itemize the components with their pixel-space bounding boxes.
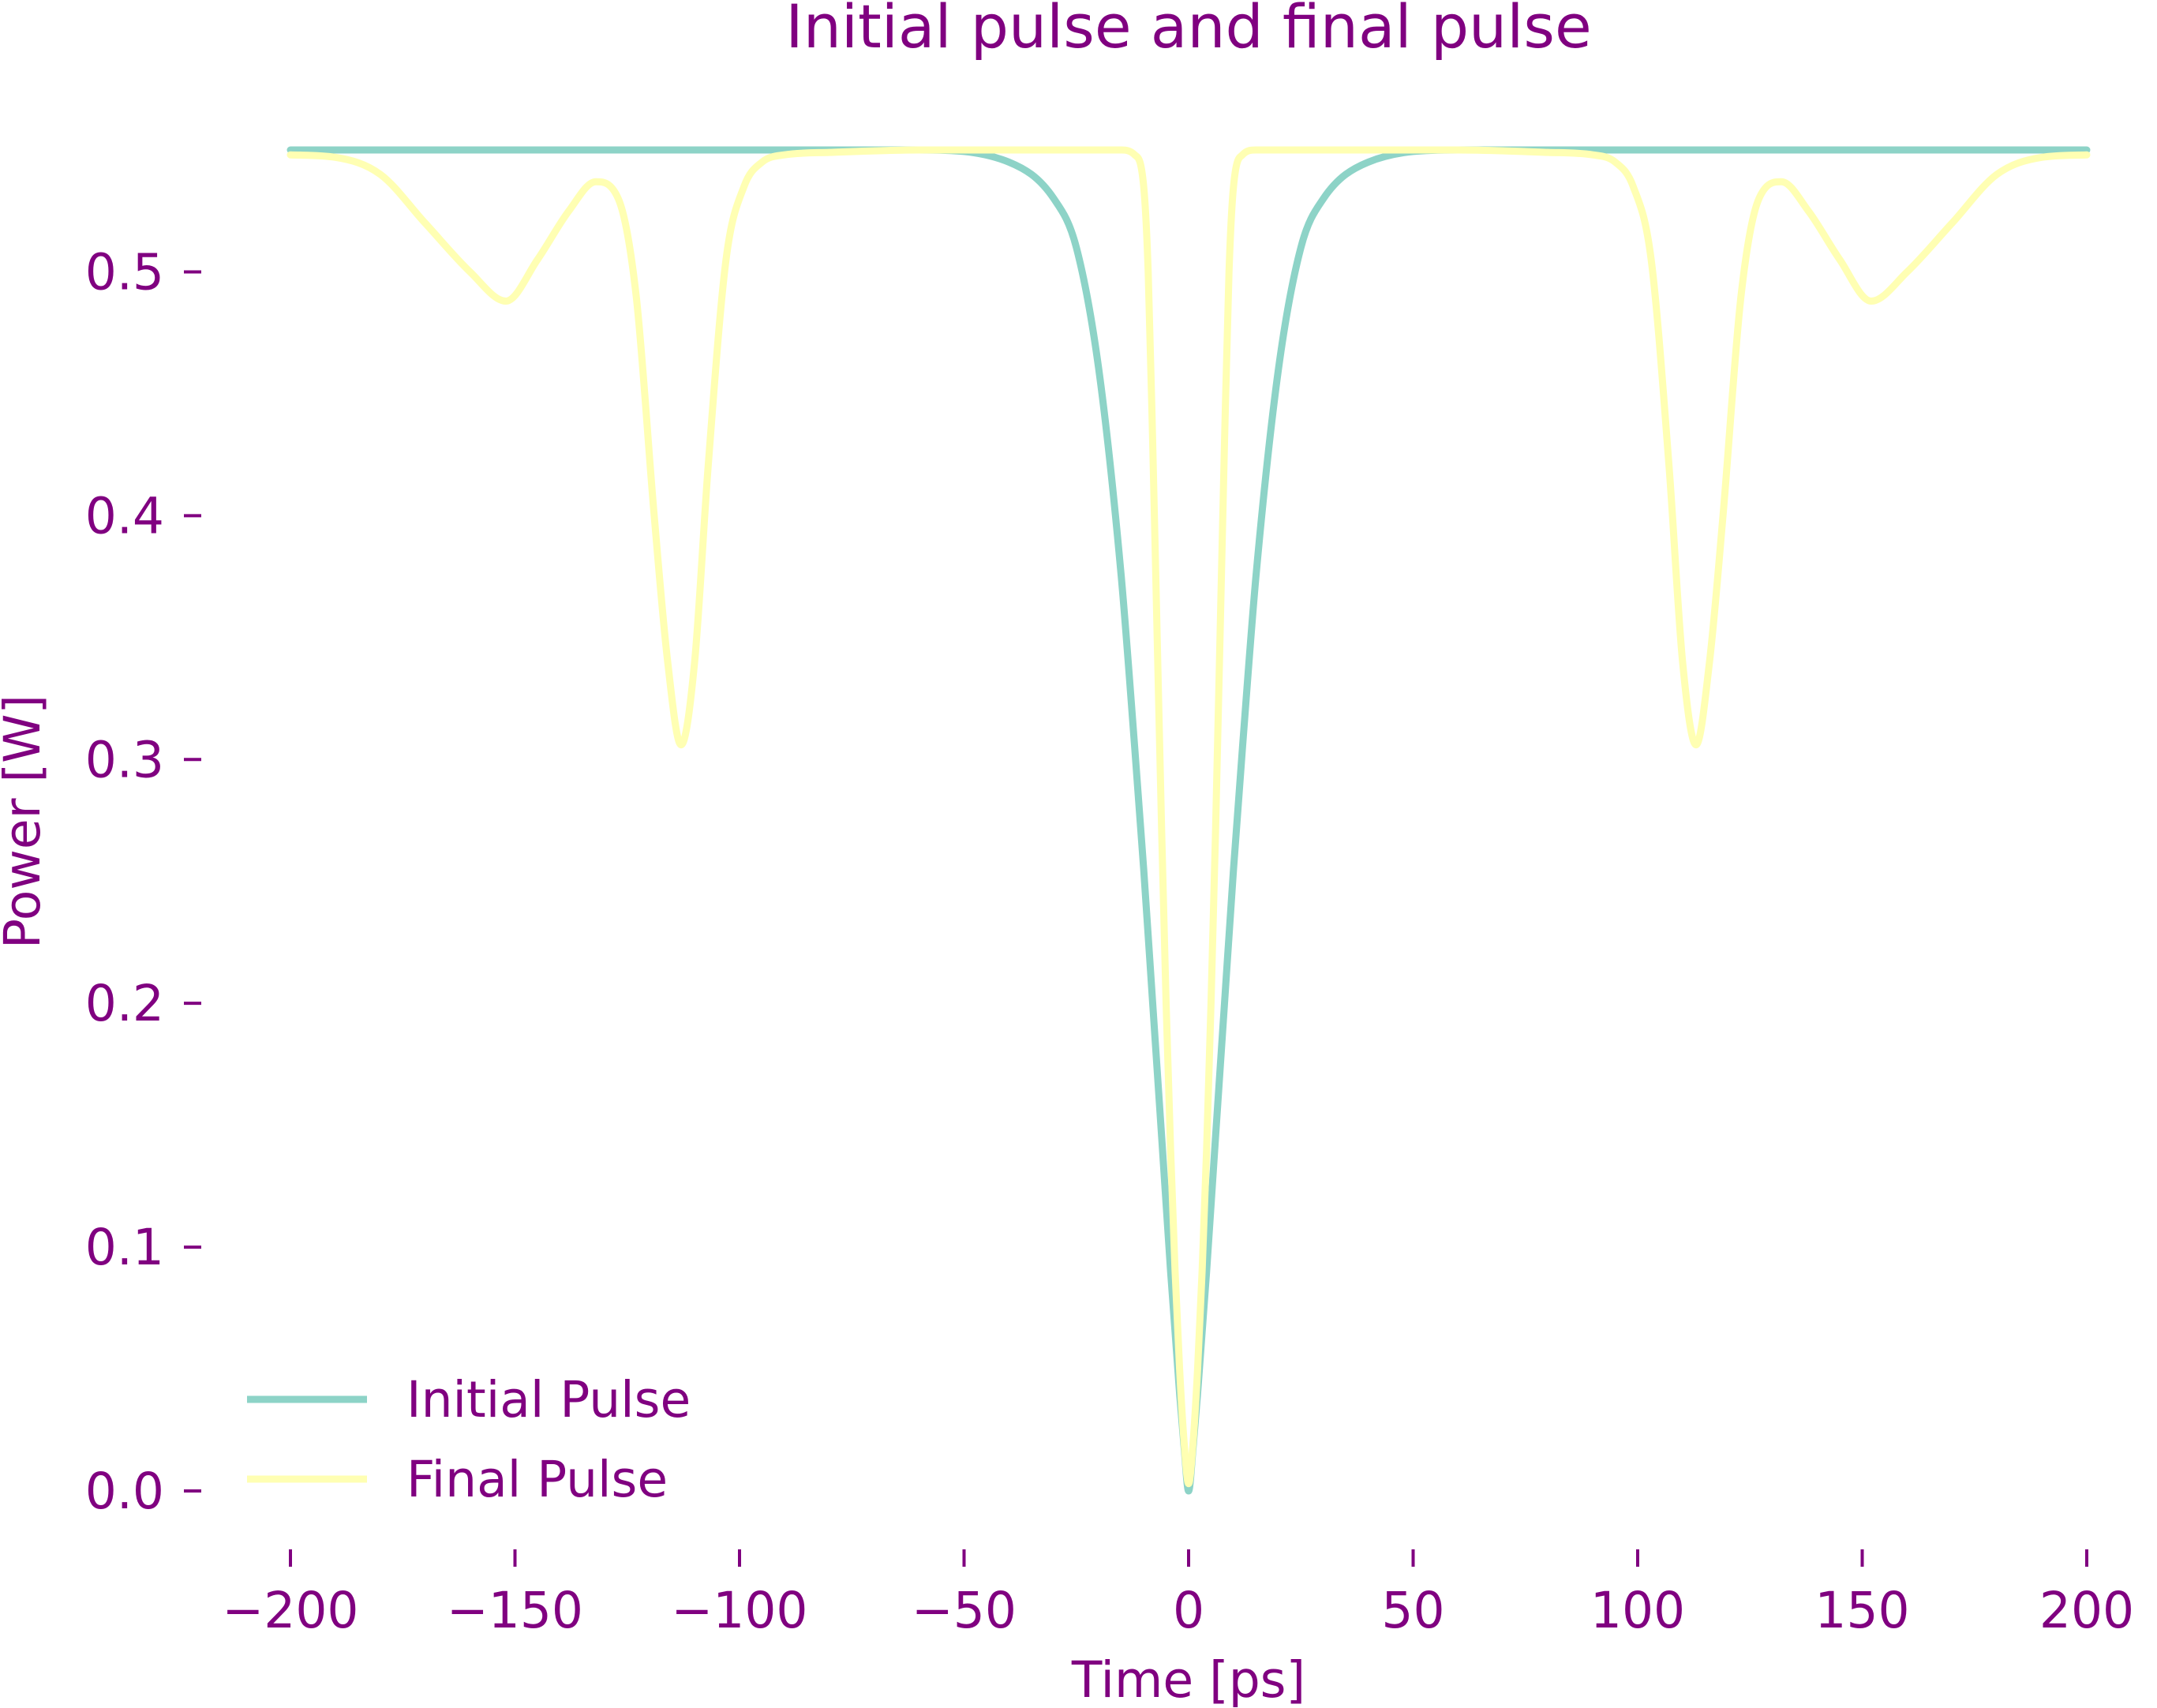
- x-axis-ticks: −200 −150 −100 −50 0 50 100 150 200: [222, 1549, 2134, 1639]
- legend: Initial Pulse Final Pulse: [247, 1371, 691, 1508]
- x-tick-label: 150: [1814, 1582, 1909, 1639]
- x-tick-label: 0: [1173, 1582, 1204, 1639]
- x-tick-label: 50: [1381, 1582, 1444, 1639]
- x-tick-label: −50: [912, 1582, 1017, 1639]
- y-tick-label: 0.4: [85, 487, 164, 545]
- y-tick-label: 0.2: [85, 975, 164, 1032]
- x-tick-label: −200: [222, 1582, 358, 1639]
- chart-title: Initial pulse and final pulse: [785, 0, 1591, 62]
- legend-label: Initial Pulse: [406, 1371, 691, 1429]
- plot-area: [286, 146, 2091, 1495]
- y-tick-label: 0.1: [85, 1219, 164, 1276]
- x-axis-label: Time [ps]: [1071, 1651, 1305, 1708]
- y-tick-label: 0.5: [85, 243, 164, 301]
- legend-label: Final Pulse: [406, 1451, 668, 1508]
- x-tick-label: −100: [671, 1582, 807, 1639]
- y-tick-label: 0.0: [85, 1463, 164, 1520]
- initial-pulse-line: [286, 146, 2091, 1495]
- y-axis-label: Power [W]: [0, 695, 51, 949]
- x-tick-label: 200: [2039, 1582, 2134, 1639]
- final-pulse-line: [286, 146, 2091, 1488]
- y-tick-label: 0.3: [85, 731, 164, 788]
- x-tick-label: −150: [447, 1582, 583, 1639]
- x-tick-label: 100: [1590, 1582, 1685, 1639]
- y-axis-ticks: 0.0 0.1 0.2 0.3 0.4 0.5: [85, 243, 201, 1520]
